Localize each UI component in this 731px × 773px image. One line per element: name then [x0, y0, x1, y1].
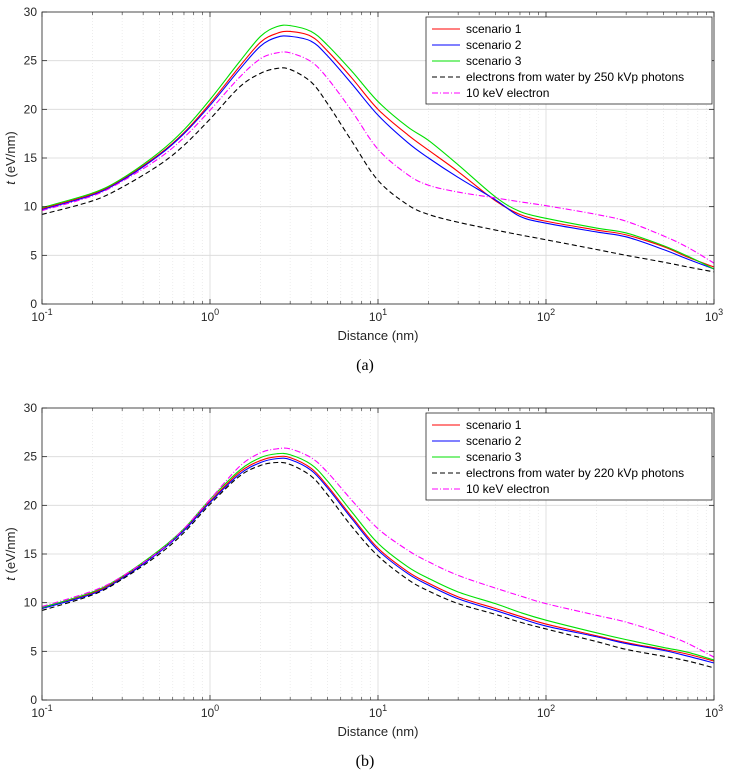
y-tick-label: 0 [30, 693, 37, 707]
series-line-3 [41, 452, 715, 661]
x-tick-label: 103 [705, 703, 723, 720]
y-tick-label: 5 [30, 644, 37, 658]
x-tick-base: 10 [201, 310, 215, 324]
x-tick-base: 10 [31, 310, 45, 324]
x-tick-exponent: 1 [382, 703, 387, 713]
legend-label-1: scenario 1 [466, 418, 522, 432]
legend: scenario 1 scenario 2 scenario 3 electrons … [425, 412, 713, 501]
series-line-2 [41, 35, 715, 270]
y-tick-label: 25 [24, 450, 38, 464]
x-tick-base: 10 [705, 706, 719, 720]
x-axis-label: Distance (nm) [338, 328, 419, 343]
x-tick-label: 103 [705, 307, 723, 324]
legend-label-5: 10 keV electron [466, 482, 549, 496]
x-tick-label: 101 [369, 307, 387, 324]
series-line-5 [41, 447, 715, 658]
x-tick-label: 10-1 [31, 703, 52, 720]
y-tick-label: 20 [24, 102, 38, 116]
series-line-4 [41, 67, 715, 273]
legend-label-4: electrons from water by 220 kVp photons [466, 466, 684, 480]
x-tick-base: 10 [537, 706, 551, 720]
x-tick-exponent: 2 [550, 703, 555, 713]
x-tick-label: 100 [201, 703, 219, 720]
y-tick-label: 5 [30, 248, 37, 262]
x-tick-base: 10 [369, 706, 383, 720]
legend-label-2: scenario 2 [466, 434, 522, 448]
x-tick-base: 10 [31, 706, 45, 720]
y-axis-label: t (eV/nm) [3, 527, 18, 580]
legend-label-5: 10 keV electron [466, 86, 549, 100]
series-line-3 [41, 24, 715, 270]
caption-b: (b) [356, 753, 375, 770]
y-tick-label: 25 [24, 54, 38, 68]
x-tick-base: 10 [537, 310, 551, 324]
y-axis-unit: (eV/nm) [3, 527, 18, 577]
legend-label-3: scenario 3 [466, 450, 522, 464]
y-axis-unit: (eV/nm) [3, 131, 18, 181]
legend-label-1: scenario 1 [466, 22, 522, 36]
y-tick-label: 15 [24, 547, 38, 561]
legend-label-3: scenario 3 [466, 54, 522, 68]
x-tick-exponent: 3 [718, 307, 723, 317]
series-line-1 [41, 455, 715, 662]
x-tick-exponent: -1 [45, 307, 53, 317]
y-axis-label: t (eV/nm) [3, 131, 18, 184]
x-tick-base: 10 [369, 310, 383, 324]
x-tick-base: 10 [705, 310, 719, 324]
x-axis-label: Distance (nm) [338, 724, 419, 739]
series-line-2 [41, 457, 715, 664]
x-tick-label: 102 [537, 703, 555, 720]
tick-marks [41, 407, 715, 701]
caption-a: (a) [356, 357, 374, 374]
x-tick-exponent: 3 [718, 703, 723, 713]
x-tick-exponent: 1 [382, 307, 387, 317]
y-tick-label: 20 [24, 498, 38, 512]
x-tick-label: 101 [369, 703, 387, 720]
x-tick-exponent: 0 [214, 307, 219, 317]
x-tick-label: 10-1 [31, 307, 52, 324]
x-tick-base: 10 [201, 706, 215, 720]
legend-box [425, 412, 713, 501]
legend: scenario 1 scenario 2 scenario 3 electrons … [425, 16, 713, 105]
y-tick-label: 0 [30, 297, 37, 311]
y-tick-label: 15 [24, 151, 38, 165]
series-group [41, 24, 715, 273]
y-tick-label: 10 [24, 200, 38, 214]
tick-marks [41, 11, 715, 305]
x-tick-label: 102 [537, 307, 555, 324]
x-tick-exponent: 0 [214, 703, 219, 713]
x-tick-label: 100 [201, 307, 219, 324]
series-line-5 [41, 51, 715, 264]
y-tick-label: 30 [24, 5, 38, 19]
series-line-4 [41, 461, 715, 669]
legend-label-4: electrons from water by 250 kVp photons [466, 70, 684, 84]
y-tick-label: 30 [24, 401, 38, 415]
series-line-1 [41, 30, 715, 268]
series-group [41, 447, 715, 669]
y-tick-label: 10 [24, 596, 38, 610]
legend-box [425, 16, 713, 105]
legend-label-2: scenario 2 [466, 38, 522, 52]
x-tick-exponent: -1 [45, 703, 53, 713]
y-axis-symbol: t [3, 576, 18, 581]
x-tick-exponent: 2 [550, 307, 555, 317]
y-axis-symbol: t [3, 180, 18, 185]
